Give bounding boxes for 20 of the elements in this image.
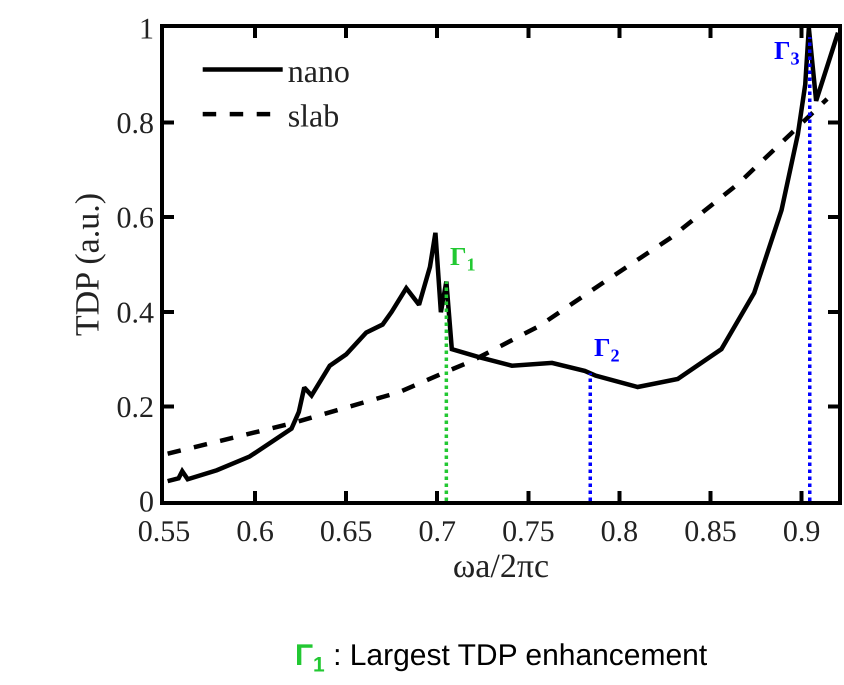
x-tick-label: 0.75 [502, 515, 555, 548]
x-tick-label: 0.85 [684, 515, 737, 548]
y-tick-label: 0.4 [116, 296, 154, 330]
legend-label: nano [288, 52, 350, 89]
ref-line-label: Γ$_{3}$ [774, 36, 800, 68]
y-tick-label: 0.8 [116, 107, 154, 140]
y-tick-label: 0.6 [116, 202, 154, 235]
y-axis-title: TDP (a.u.) [70, 192, 107, 336]
legend-label: slab [288, 98, 340, 134]
text: Γ$_{1}$ : Largest TDP enhancement [295, 639, 708, 676]
x-tick-label: 0.6 [236, 515, 274, 548]
x-tick-label: 0.9 [782, 515, 820, 548]
x-tick-label: 0.7 [418, 515, 456, 548]
x-axis-title: ωa/2πc [452, 548, 550, 585]
y-tick-label: 1 [139, 12, 154, 46]
ref-line-label: Γ$_{2}$ [594, 333, 620, 366]
x-tick-label: 0.8 [600, 515, 638, 548]
x-tick-label: 0.65 [320, 515, 372, 548]
y-tick-label: 0.2 [116, 390, 154, 424]
ref-line-label: Γ$_{1}$ [450, 242, 476, 274]
